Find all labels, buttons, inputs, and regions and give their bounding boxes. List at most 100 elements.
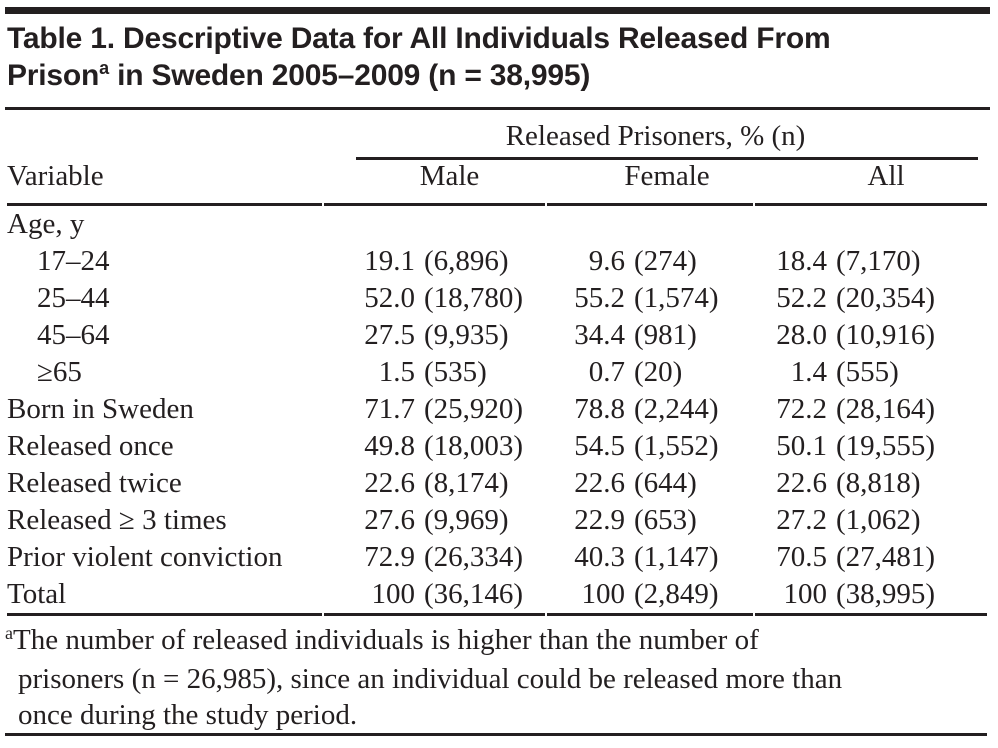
n-value: (2,244) xyxy=(634,393,719,425)
cell-male: 27.5 (9,935) xyxy=(324,317,545,354)
pct-value: 22.9 xyxy=(574,504,625,536)
cell-all: 72.2 (28,164) xyxy=(755,391,987,428)
cell-male: 71.7 (25,920) xyxy=(324,391,545,428)
footnote-line-1: aThe number of released individuals is h… xyxy=(5,622,990,661)
table-row-released-twice: Released twice 22.6 (8,174) 22.6 (644) 22.… xyxy=(7,465,987,502)
column-header-male: Male xyxy=(324,160,545,206)
n-value: (28,164) xyxy=(836,393,936,425)
pct-value: 22.6 xyxy=(364,467,415,499)
pct-value: 22.6 xyxy=(574,467,625,499)
n-value: (18,003) xyxy=(424,430,524,462)
table-row-born-in-sweden: Born in Sweden 71.7 (25,920) 78.8 (2,244) … xyxy=(7,391,987,428)
column-group-header-spacer xyxy=(7,110,322,160)
table-title-line-2-pre: Prison xyxy=(7,59,100,92)
n-value: (8,818) xyxy=(836,467,921,499)
n-value: (1,062) xyxy=(836,504,921,536)
pct-value: 52.2 xyxy=(776,282,827,314)
cell-all: 28.0 (10,916) xyxy=(755,317,987,354)
pct-value: 19.1 xyxy=(364,245,415,277)
cell-all: 52.2 (20,354) xyxy=(755,280,987,317)
cell-all: 50.1 (19,555) xyxy=(755,428,987,465)
n-value: (981) xyxy=(634,319,697,351)
table-row-age-17-24: 17–24 19.1 (6,896) 9.6 (274) 18.4 (7,170) xyxy=(7,243,987,280)
cell-male: 1.5 (535) xyxy=(324,354,545,391)
n-value: (6,896) xyxy=(424,245,509,277)
n-value: (653) xyxy=(634,504,697,536)
pct-value: 27.5 xyxy=(364,319,415,351)
cell-male: 27.6 (9,969) xyxy=(324,502,545,539)
n-value: (36,146) xyxy=(424,578,524,610)
cell-male: 52.0 (18,780) xyxy=(324,280,545,317)
column-group-header-rule xyxy=(356,157,978,160)
column-header-all: All xyxy=(755,160,987,206)
cell-female: 9.6 (274) xyxy=(547,243,753,280)
cell-variable: ≥65 xyxy=(37,356,82,388)
cell-all: 22.6 (8,818) xyxy=(755,465,987,502)
cell-variable: Total xyxy=(7,576,322,616)
table-row-age-25-44: 25–44 52.0 (18,780) 55.2 (1,574) 52.2 (20,3… xyxy=(7,280,987,317)
cell-all: 18.4 (7,170) xyxy=(755,243,987,280)
cell-variable: Released twice xyxy=(7,467,182,499)
table-title-line-2: Prisona in Sweden 2005–2009 (n = 38,995) xyxy=(7,57,991,98)
pct-value: 40.3 xyxy=(574,541,625,573)
table-title-line-2-post: in Sweden 2005–2009 (n = 38,995) xyxy=(108,59,591,92)
table-row-age-45-64: 45–64 27.5 (9,935) 34.4 (981) 28.0 (10,916) xyxy=(7,317,987,354)
n-value: (535) xyxy=(424,356,487,388)
pct-value: 28.0 xyxy=(776,319,827,351)
n-value: (27,481) xyxy=(836,541,936,573)
cell-female: 55.2 (1,574) xyxy=(547,280,753,317)
pct-value: 22.6 xyxy=(776,467,827,499)
bottom-rule xyxy=(5,733,987,736)
cell-male: 49.8 (18,003) xyxy=(324,428,545,465)
n-value: (18,780) xyxy=(424,282,524,314)
column-header-female: Female xyxy=(547,160,753,206)
table-row-released-3-plus-times: Released ≥ 3 times 27.6 (9,969) 22.9 (653)… xyxy=(7,502,987,539)
cell-male: 72.9 (26,334) xyxy=(324,539,545,576)
n-value: (274) xyxy=(634,245,697,277)
n-value: (9,969) xyxy=(424,504,509,536)
n-value: (555) xyxy=(836,356,899,388)
n-value: (10,916) xyxy=(836,319,936,351)
title-divider-rule xyxy=(5,107,990,110)
cell-male: 19.1 (6,896) xyxy=(324,243,545,280)
column-group-header-row: Released Prisoners, % (n) xyxy=(7,110,987,160)
footnote-line-1-text: The number of released individuals is hi… xyxy=(13,624,759,656)
pct-value: 100 xyxy=(371,578,416,610)
pct-value: 50.1 xyxy=(776,430,827,462)
table-title: Table 1. Descriptive Data for All Indivi… xyxy=(7,20,991,98)
cell-female: 100 (2,849) xyxy=(547,576,753,616)
cell-variable: 25–44 xyxy=(37,282,110,314)
n-value: (2,849) xyxy=(634,578,719,610)
cell-female xyxy=(547,206,753,243)
pct-value: 0.7 xyxy=(588,356,625,388)
title-footnote-marker: a xyxy=(99,58,109,78)
column-group-header-label: Released Prisoners, % (n) xyxy=(505,120,806,152)
cell-variable: Prior violent conviction xyxy=(7,541,283,573)
column-group-header: Released Prisoners, % (n) xyxy=(324,110,987,160)
pct-value: 49.8 xyxy=(364,430,415,462)
descriptive-data-table: Released Prisoners, % (n) Variable Male … xyxy=(5,110,989,616)
n-value: (1,574) xyxy=(634,282,719,314)
pct-value: 9.6 xyxy=(588,245,625,277)
cell-all: 1.4 (555) xyxy=(755,354,987,391)
table-footnote: aThe number of released individuals is h… xyxy=(5,622,990,733)
pct-value: 34.4 xyxy=(574,319,625,351)
n-value: (20,354) xyxy=(836,282,936,314)
table-row-prior-violent-conviction: Prior violent conviction 72.9 (26,334) 40… xyxy=(7,539,987,576)
n-value: (644) xyxy=(634,467,697,499)
cell-variable: Born in Sweden xyxy=(7,393,194,425)
pct-value: 70.5 xyxy=(776,541,827,573)
footnote-marker: a xyxy=(5,623,13,643)
cell-variable: 17–24 xyxy=(37,245,110,277)
pct-value: 18.4 xyxy=(776,245,827,277)
cell-all: 70.5 (27,481) xyxy=(755,539,987,576)
table-row-age-65-plus: ≥65 1.5 (535) 0.7 (20) 1.4 (555) xyxy=(7,354,987,391)
n-value: (19,555) xyxy=(836,430,936,462)
pct-value: 55.2 xyxy=(574,282,625,314)
pct-value: 52.0 xyxy=(364,282,415,314)
n-value: (38,995) xyxy=(836,578,936,610)
cell-female: 34.4 (981) xyxy=(547,317,753,354)
cell-all xyxy=(755,206,987,243)
cell-variable: Released once xyxy=(7,430,174,462)
cell-variable: Age, y xyxy=(7,208,85,240)
